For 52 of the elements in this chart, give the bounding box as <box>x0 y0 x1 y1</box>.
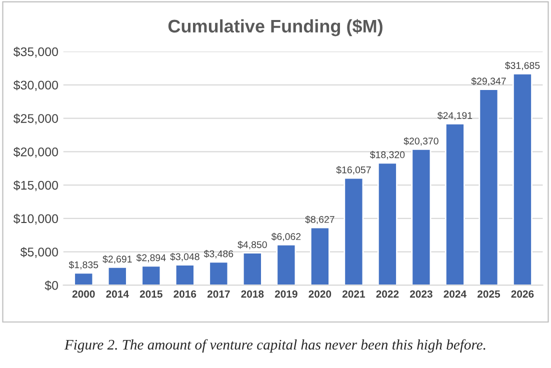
x-tick-label: 2016 <box>174 290 196 298</box>
x-tick-label: 2023 <box>410 290 432 298</box>
bar <box>444 122 465 286</box>
bar <box>242 252 262 286</box>
y-tick-label: $25,000 <box>13 114 58 124</box>
bar <box>208 261 229 286</box>
data-label: $2,691 <box>102 255 132 264</box>
data-label: $16,057 <box>336 166 371 174</box>
x-tick-label: 2017 <box>207 290 230 298</box>
x-tick-label: 2019 <box>274 290 298 298</box>
bar <box>107 266 128 286</box>
bar <box>411 148 432 286</box>
bar <box>310 226 330 286</box>
y-tick-label: $10,000 <box>13 214 58 225</box>
bar <box>276 244 296 286</box>
bar <box>174 264 195 286</box>
bar <box>512 72 532 286</box>
bar <box>377 162 398 286</box>
bar <box>141 265 162 286</box>
bar <box>74 272 94 286</box>
data-label: $6,062 <box>271 232 301 242</box>
y-tick-label: $20,000 <box>13 146 58 158</box>
x-tick-label: 2022 <box>376 290 399 298</box>
data-label: $20,370 <box>404 137 438 146</box>
data-label: $24,191 <box>438 112 472 120</box>
bar <box>344 177 364 286</box>
x-tick-label: 2014 <box>106 290 129 298</box>
data-label: $3,048 <box>170 252 200 262</box>
data-label: $29,347 <box>471 77 506 86</box>
y-tick-label: $35,000 <box>13 46 58 58</box>
y-tick-label: $15,000 <box>13 180 58 192</box>
data-label: $8,627 <box>305 216 334 224</box>
x-tick-label: 2000 <box>72 290 95 298</box>
data-label: $1,835 <box>68 260 98 270</box>
chart-title: Cumulative Funding ($M) <box>168 18 382 36</box>
x-tick-label: 2025 <box>478 290 500 298</box>
data-label: $4,850 <box>238 240 267 250</box>
x-tick-label: 2020 <box>308 290 332 298</box>
data-label: $18,320 <box>370 150 405 160</box>
x-tick-label: 2021 <box>342 290 365 298</box>
x-tick-label: 2015 <box>140 290 162 298</box>
caption: Figure 2. The amount of venture capital has never been this high before. <box>64 339 486 353</box>
x-tick-label: 2018 <box>241 290 264 298</box>
x-tick-label: 2024 <box>444 290 466 298</box>
y-tick-label: $30,000 <box>13 80 58 92</box>
bar <box>478 88 499 286</box>
data-label: $3,486 <box>204 250 234 258</box>
data-label: $2,894 <box>136 254 166 262</box>
y-tick-label: $0 <box>44 280 58 291</box>
y-tick-label: $5,000 <box>20 247 58 258</box>
data-label: $31,685 <box>505 62 540 70</box>
x-tick-label: 2026 <box>511 290 534 298</box>
